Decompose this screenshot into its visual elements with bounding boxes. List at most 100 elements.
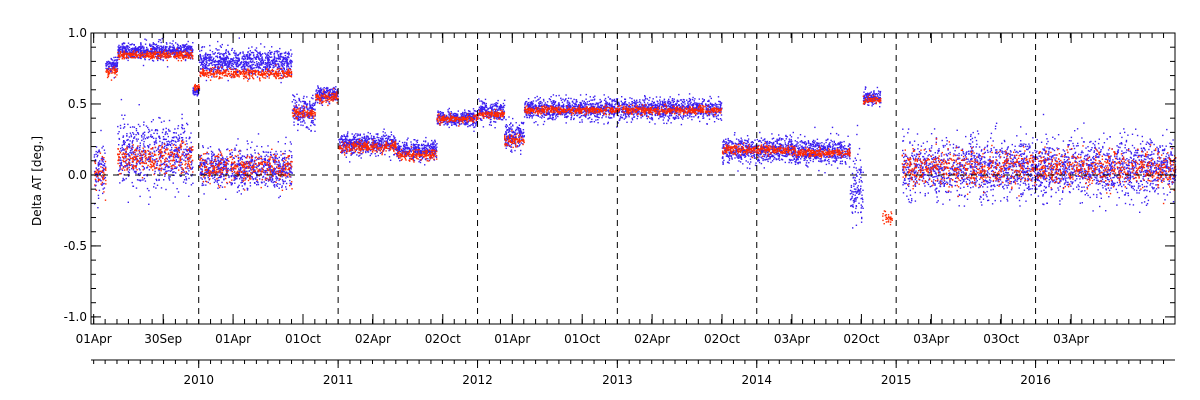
data-point: [398, 140, 401, 142]
data-point: [194, 94, 196, 96]
data-point: [314, 108, 316, 110]
data-point: [156, 160, 159, 162]
data-point: [259, 51, 261, 53]
data-point: [271, 46, 273, 48]
series-0-segment-10: [395, 136, 438, 166]
data-point: [229, 61, 231, 63]
data-point: [140, 171, 142, 174]
data-point: [300, 110, 302, 112]
data-point: [264, 62, 267, 64]
data-point: [183, 171, 185, 173]
data-point: [392, 139, 394, 141]
data-point: [240, 66, 242, 69]
data-point: [166, 147, 168, 149]
data-point: [421, 144, 424, 147]
data-point: [242, 51, 244, 53]
data-point: [136, 50, 138, 52]
data-point: [193, 93, 195, 95]
data-point: [298, 98, 301, 101]
data-point: [254, 169, 256, 171]
series-0-segment-6: [198, 133, 293, 200]
data-point: [206, 158, 209, 160]
data-point: [231, 49, 233, 51]
data-point: [450, 114, 452, 116]
data-point: [256, 166, 258, 168]
data-point: [271, 60, 273, 62]
data-point: [353, 152, 356, 154]
data-point: [413, 156, 415, 158]
data-point: [153, 159, 155, 161]
data-point: [359, 144, 361, 146]
data-point: [180, 166, 182, 169]
data-point: [188, 137, 190, 140]
data-point: [158, 156, 161, 158]
data-point: [426, 149, 428, 151]
data-point: [180, 48, 182, 50]
data-point: [235, 175, 237, 177]
data-point: [317, 86, 319, 89]
data-point: [263, 170, 265, 172]
data-point: [275, 59, 278, 61]
data-point: [262, 171, 265, 174]
data-point: [362, 137, 364, 139]
data-point: [412, 157, 414, 160]
data-point: [267, 155, 269, 158]
data-point: [256, 76, 259, 78]
data-point: [208, 63, 210, 65]
data-point: [321, 99, 323, 101]
data-point: [217, 60, 219, 62]
data-point: [423, 143, 425, 146]
data-point: [306, 105, 308, 107]
data-point: [144, 58, 146, 60]
data-point: [117, 56, 119, 59]
data-point: [283, 60, 285, 63]
data-point: [246, 64, 248, 67]
data-point: [270, 166, 272, 168]
data-point: [426, 144, 428, 146]
data-point: [259, 58, 261, 60]
data-point: [199, 162, 201, 164]
data-point: [127, 123, 129, 126]
data-point: [436, 143, 438, 145]
data-point: [240, 175, 242, 178]
data-point: [349, 142, 351, 144]
data-point: [297, 113, 299, 115]
data-point: [425, 136, 427, 139]
data-point: [389, 136, 391, 138]
data-point: [155, 178, 157, 181]
data-point: [141, 46, 144, 48]
data-point: [256, 54, 258, 56]
data-point: [123, 126, 126, 128]
data-point: [189, 158, 191, 160]
data-point: [226, 61, 229, 63]
data-point: [245, 61, 248, 63]
data-point: [263, 163, 266, 165]
data-point: [165, 131, 167, 133]
data-point: [131, 168, 133, 170]
data-point: [214, 64, 216, 66]
data-point: [319, 88, 321, 90]
data-point: [185, 182, 187, 184]
data-point: [260, 62, 262, 64]
data-point: [105, 62, 108, 65]
data-point: [176, 51, 178, 53]
data-point: [99, 173, 101, 175]
data-point: [236, 57, 239, 59]
data-point: [127, 171, 130, 173]
data-point: [255, 58, 257, 60]
data-point: [136, 148, 139, 150]
data-point: [128, 49, 130, 51]
data-point: [226, 55, 228, 57]
data-point: [213, 154, 215, 156]
data-point: [425, 150, 427, 152]
data-point: [373, 140, 375, 142]
data-point: [218, 68, 220, 70]
data-point: [145, 153, 147, 155]
data-point: [215, 63, 217, 66]
data-point: [457, 114, 459, 116]
data-point: [129, 150, 132, 152]
data-point: [361, 139, 363, 142]
data-point: [142, 132, 145, 134]
data-point: [264, 173, 266, 176]
